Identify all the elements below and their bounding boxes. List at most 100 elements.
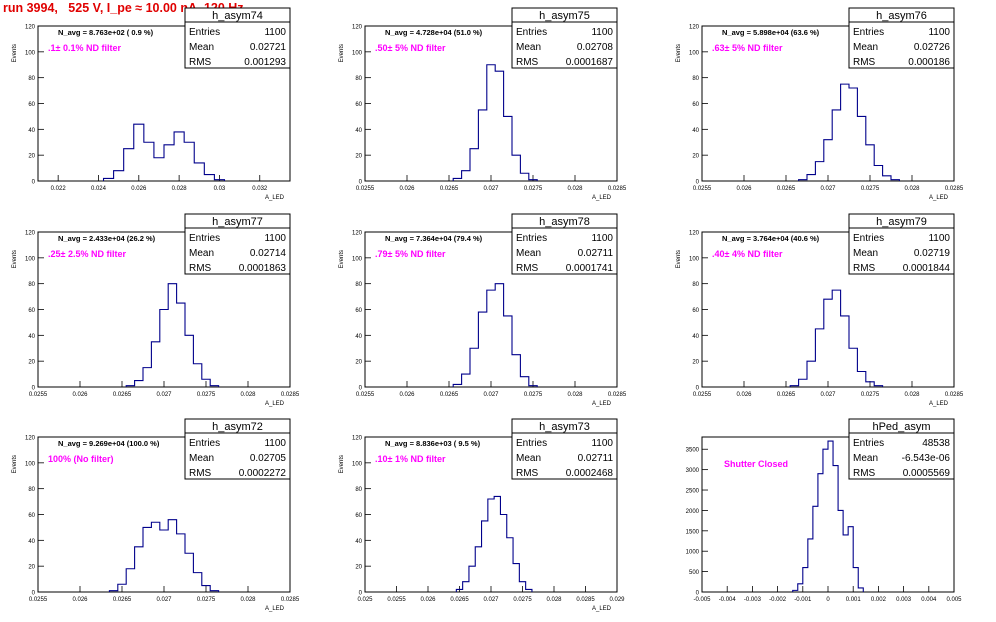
histogram-bin xyxy=(866,382,874,387)
y-tick-label: 120 xyxy=(25,25,36,31)
stats-histogram-name: h_asym75 xyxy=(539,10,590,22)
stats-histogram-name: h_asym77 xyxy=(212,216,263,228)
filter-annotation: .79± 5% ND filter xyxy=(375,249,446,259)
filter-annotation: 100% (No filter) xyxy=(48,454,114,464)
stats-value: 1100 xyxy=(928,233,950,244)
stats-value: 1100 xyxy=(591,438,613,449)
y-tick-label: 500 xyxy=(689,570,700,576)
x-tick-label: 0.0275 xyxy=(861,186,880,192)
stats-box xyxy=(511,418,618,480)
y-tick-label: 1000 xyxy=(686,550,700,556)
y-tick-label: 40 xyxy=(355,128,362,134)
filter-annotation: .50± 5% ND filter xyxy=(375,43,446,53)
histogram-bin xyxy=(823,449,828,592)
histogram-bin xyxy=(495,284,503,387)
x-tick-label: 0.0265 xyxy=(440,392,459,398)
stats-label: RMS xyxy=(853,468,876,479)
x-tick-label: -0.003 xyxy=(744,597,762,603)
histogram-bin xyxy=(154,158,164,181)
histogram-bin xyxy=(487,290,495,387)
stats-value: 1100 xyxy=(264,438,286,449)
y-tick-label: 0 xyxy=(32,180,36,186)
x-tick-label: 0.027 xyxy=(820,392,836,398)
y-tick-label: 40 xyxy=(692,128,699,134)
stats-value: 1100 xyxy=(928,27,950,38)
y-tick-label: 100 xyxy=(689,256,700,262)
histogram-bin xyxy=(164,145,174,181)
y-axis-label: Events xyxy=(12,455,18,473)
histogram-bin xyxy=(832,290,840,387)
x-tick-label: 0.001 xyxy=(846,597,862,603)
histogram-bin xyxy=(160,530,168,592)
stats-label: Entries xyxy=(189,438,220,449)
stats-histogram-name: hPed_asym xyxy=(872,421,930,433)
histogram-bin xyxy=(193,364,201,387)
y-tick-label: 80 xyxy=(28,487,35,493)
x-tick-label: 0.027 xyxy=(820,186,836,192)
histogram-panel-hPed_asym: 0 500 1000 1500 2000 2500 3000 3500 -0.005 -0.004… xyxy=(686,418,962,603)
navg-label: N_avg = 3.764e+04 (40.6 %) xyxy=(722,234,820,243)
histogram-bin xyxy=(185,335,193,387)
stats-histogram-name: h_asym76 xyxy=(876,10,927,22)
y-tick-label: 60 xyxy=(355,308,362,314)
stats-box xyxy=(848,418,955,480)
navg-label: N_avg = 8.763e+02 ( 0.9 %) xyxy=(58,28,154,37)
histogram-bin xyxy=(109,591,117,592)
y-tick-label: 20 xyxy=(28,565,35,571)
y-tick-label: 0 xyxy=(359,591,363,597)
filter-annotation: .1± 0.1% ND filter xyxy=(48,43,121,53)
histogram-line xyxy=(455,495,533,592)
histogram-bin xyxy=(204,175,214,181)
histogram-bin xyxy=(470,348,478,387)
y-tick-label: 20 xyxy=(28,360,35,366)
y-tick-label: 40 xyxy=(355,334,362,340)
stats-value: 0.001293 xyxy=(244,57,286,68)
y-tick-label: 60 xyxy=(692,308,699,314)
stats-label: Entries xyxy=(853,27,884,38)
histogram-bin xyxy=(134,124,144,181)
x-tick-label: 0.028 xyxy=(172,186,188,192)
x-tick-label: 0.022 xyxy=(51,186,67,192)
x-axis-label: A_LED xyxy=(265,606,285,612)
x-axis-label: A_LED xyxy=(265,195,285,201)
histogram-bin xyxy=(874,166,882,182)
y-tick-label: 100 xyxy=(689,50,700,56)
histogram-bin xyxy=(174,132,184,181)
x-tick-label: 0.0255 xyxy=(387,597,406,603)
histogram-bin xyxy=(807,361,815,387)
stats-box xyxy=(184,213,291,275)
histogram-bin xyxy=(135,547,143,592)
histogram-bin xyxy=(848,527,853,592)
stats-value: 0.0002468 xyxy=(566,468,614,479)
y-tick-label: 120 xyxy=(689,25,700,31)
y-tick-label: 20 xyxy=(692,154,699,160)
x-tick-label: 0.028 xyxy=(567,392,583,398)
histogram-bin xyxy=(118,584,126,592)
histogram-bin xyxy=(500,515,506,593)
histogram-panel-h_asym76: 0 20 40 60 80 100 120 0.0255 0.026 0.0265 0.027 0.0… xyxy=(676,7,964,201)
stats-histogram-name: h_asym74 xyxy=(212,10,263,22)
y-tick-label: 80 xyxy=(692,76,699,82)
y-tick-label: 60 xyxy=(28,102,35,108)
x-tick-label: 0.032 xyxy=(252,186,268,192)
stats-value: 0.0002272 xyxy=(239,468,287,479)
filter-annotation: .40± 4% ND filter xyxy=(712,249,783,259)
histogram-bin xyxy=(462,171,470,181)
stats-label: Mean xyxy=(189,453,214,464)
x-tick-label: 0.0275 xyxy=(524,186,543,192)
histogram-bin xyxy=(824,299,832,387)
histogram-bin xyxy=(849,88,857,181)
y-tick-label: 120 xyxy=(25,436,36,442)
y-tick-label: 120 xyxy=(25,231,36,237)
histogram-bin xyxy=(849,348,857,387)
stats-label: Entries xyxy=(853,233,884,244)
histogram-bin xyxy=(470,149,478,181)
histogram-bin xyxy=(478,312,486,387)
y-tick-label: 0 xyxy=(32,386,36,392)
histogram-bin xyxy=(828,441,833,592)
x-tick-label: 0.026 xyxy=(399,186,415,192)
histogram-bin xyxy=(126,569,134,592)
histogram-panel-h_asym74: 0 20 40 60 80 100 120 0.022 0.024 0.026 0.028 0.03 0… xyxy=(12,7,291,201)
histogram-bin xyxy=(857,372,865,388)
stats-value: 0.02721 xyxy=(250,42,287,53)
